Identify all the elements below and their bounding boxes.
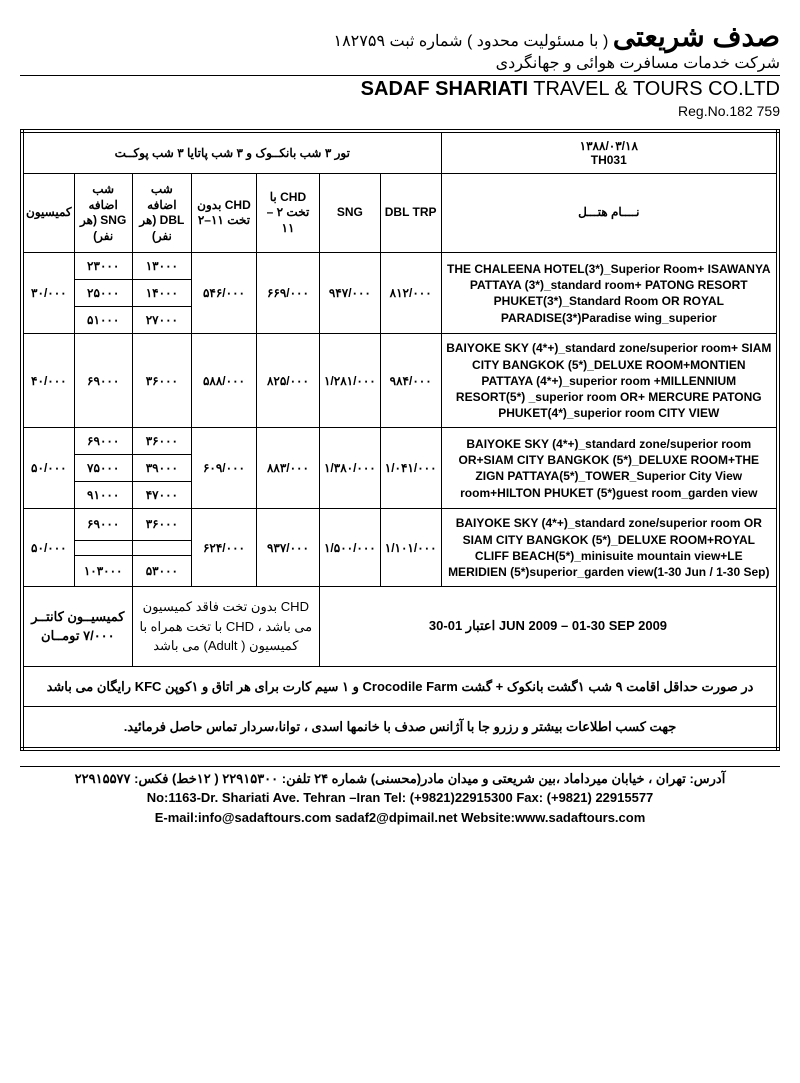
contact-note: جهت کسب اطلاعات بیشتر و رزرو جا با آژانس…: [22, 707, 778, 749]
chd-nobed-price: ۶۲۴/۰۰۰: [192, 509, 257, 587]
extra-dbl: ۱۳۰۰۰: [132, 253, 191, 280]
col-chd-nobed: CHD بدون تخت ۱۱–۲: [192, 174, 257, 253]
dbl-price: ۱/۱۰۱/۰۰۰: [380, 509, 441, 587]
chd-bed-price: ۸۸۳/۰۰۰: [256, 428, 319, 509]
counter-comm-cell: کمیسیــون کانتــر ۷/۰۰۰ تومــان: [22, 587, 132, 667]
table-row: BAIYOKE SKY (4*+)_standard zone/superior…: [22, 334, 778, 428]
sng-price: ۱/۵۰۰/۰۰۰: [319, 509, 380, 587]
address-block: آدرس: تهران ، خیابان میرداماد ،بین شریعت…: [20, 766, 780, 828]
company-subtitle-fa: شرکت خدمات مسافرت هوائی و جهانگردی: [20, 53, 780, 76]
tour-title: تور ۳ شب بانکــوک و ۳ شب پاتایا ۳ شب پوک…: [22, 131, 441, 174]
hotel-cell: BAIYOKE SKY (4*+)_standard zone/superior…: [441, 334, 778, 428]
col-hotel: نــــام هتـــل: [441, 174, 778, 253]
company-reg-en: Reg.No.182 759: [20, 103, 780, 119]
company-name-en: SADAF SHARIATI TRAVEL & TOURS CO.LTD: [20, 78, 780, 101]
commission: ۵۰/۰۰۰: [22, 509, 74, 587]
free-note: در صورت حداقل اقامت ۹ شب ۱گشت بانکوک + گ…: [22, 666, 778, 707]
hotel-cell: BAIYOKE SKY (4*+)_standard zone/superior…: [441, 509, 778, 587]
commission: ۳۰/۰۰۰: [22, 253, 74, 334]
extra-sng: ۶۹۰۰۰: [74, 428, 132, 455]
company-reg-fa: ( با مسئولیت محدود ) شماره ثبت ۱۸۲۷۵۹: [333, 33, 608, 50]
dbl-price: ۸۱۲/۰۰۰: [380, 253, 441, 334]
col-dbl: DBL TRP: [380, 174, 441, 253]
col-commission: کمیسیون: [22, 174, 74, 253]
chd-bed-price: ۹۳۷/۰۰۰: [256, 509, 319, 587]
col-extra-dbl: شب اضافه DBL (هر نفر): [132, 174, 191, 253]
extra-sng: ۷۵۰۰۰: [74, 455, 132, 482]
chd-bed-price: ۶۶۹/۰۰۰: [256, 253, 319, 334]
address-fa: آدرس: تهران ، خیابان میرداماد ،بین شریعت…: [20, 769, 780, 789]
table-header-row: نــــام هتـــل DBL TRP SNG CHD با تخت ۲ …: [22, 174, 778, 253]
extra-sng: ۹۱۰۰۰: [74, 482, 132, 509]
extra-dbl: ۵۳۰۰۰: [132, 555, 191, 586]
extra-sng: ۶۹۰۰۰: [74, 334, 132, 428]
table-row: THE CHALEENA HOTEL(3*)_Superior Room+ IS…: [22, 253, 778, 280]
footer-row-note: در صورت حداقل اقامت ۹ شب ۱گشت بانکوک + گ…: [22, 666, 778, 707]
sng-price: ۱/۲۸۱/۰۰۰: [319, 334, 380, 428]
extra-dbl: ۳۹۰۰۰: [132, 455, 191, 482]
extra-dbl: ۱۴۰۰۰: [132, 280, 191, 307]
extra-dbl: ۲۷۰۰۰: [132, 307, 191, 334]
col-sng: SNG: [319, 174, 380, 253]
extra-dbl: ۳۶۰۰۰: [132, 509, 191, 540]
chd-note-cell: CHD بدون تخت فاقد کمیسیون می باشد ، CHD …: [132, 587, 319, 667]
extra-dbl: [132, 540, 191, 555]
col-extra-sng: شب اضافه SNG (هر نفر): [74, 174, 132, 253]
footer-row-contact: جهت کسب اطلاعات بیشتر و رزرو جا با آژانس…: [22, 707, 778, 749]
table-row: BAIYOKE SKY (4*+)_standard zone/superior…: [22, 509, 778, 540]
company-name-fa: صدف شریعتی: [613, 21, 780, 52]
tour-price-table: ۱۳۸۸/۰۳/۱۸ TH031 تور ۳ شب بانکــوک و ۳ ش…: [20, 129, 780, 751]
commission: ۴۰/۰۰۰: [22, 334, 74, 428]
dbl-price: ۱/۰۴۱/۰۰۰: [380, 428, 441, 509]
extra-dbl: ۴۷۰۰۰: [132, 482, 191, 509]
hotel-cell: BAIYOKE SKY (4*+)_standard zone/superior…: [441, 428, 778, 509]
extra-sng: ۲۵۰۰۰: [74, 280, 132, 307]
extra-sng: ۱۰۳۰۰۰: [74, 555, 132, 586]
extra-dbl: ۳۶۰۰۰: [132, 334, 191, 428]
tour-date-code: ۱۳۸۸/۰۳/۱۸ TH031: [441, 131, 778, 174]
letterhead: صدف شریعتی ( با مسئولیت محدود ) شماره ثب…: [20, 20, 780, 119]
sng-price: ۹۴۷/۰۰۰: [319, 253, 380, 334]
commission: ۵۰/۰۰۰: [22, 428, 74, 509]
chd-bed-price: ۸۲۵/۰۰۰: [256, 334, 319, 428]
extra-sng: ۲۳۰۰۰: [74, 253, 132, 280]
dbl-price: ۹۸۴/۰۰۰: [380, 334, 441, 428]
chd-nobed-price: ۵۸۸/۰۰۰: [192, 334, 257, 428]
hotel-cell: THE CHALEENA HOTEL(3*)_Superior Room+ IS…: [441, 253, 778, 334]
extra-dbl: ۳۶۰۰۰: [132, 428, 191, 455]
extra-sng: ۶۹۰۰۰: [74, 509, 132, 540]
extra-sng: ۵۱۰۰۰: [74, 307, 132, 334]
address-en1: No:1163-Dr. Shariati Ave. Tehran –Iran T…: [20, 788, 780, 808]
table-row: BAIYOKE SKY (4*+)_standard zone/superior…: [22, 428, 778, 455]
chd-nobed-price: ۶۰۹/۰۰۰: [192, 428, 257, 509]
footer-row-validity: اعتبار 01-30 JUN 2009 – 01-30 SEP 2009 C…: [22, 587, 778, 667]
extra-sng: [74, 540, 132, 555]
chd-nobed-price: ۵۴۶/۰۰۰: [192, 253, 257, 334]
col-chd-bed: CHD با تخت ۲ – ۱۱: [256, 174, 319, 253]
address-en2: E-mail:info@sadaftours.com sadaf2@dpimai…: [20, 808, 780, 828]
validity-cell: اعتبار 01-30 JUN 2009 – 01-30 SEP 2009: [319, 587, 778, 667]
sng-price: ۱/۳۸۰/۰۰۰: [319, 428, 380, 509]
